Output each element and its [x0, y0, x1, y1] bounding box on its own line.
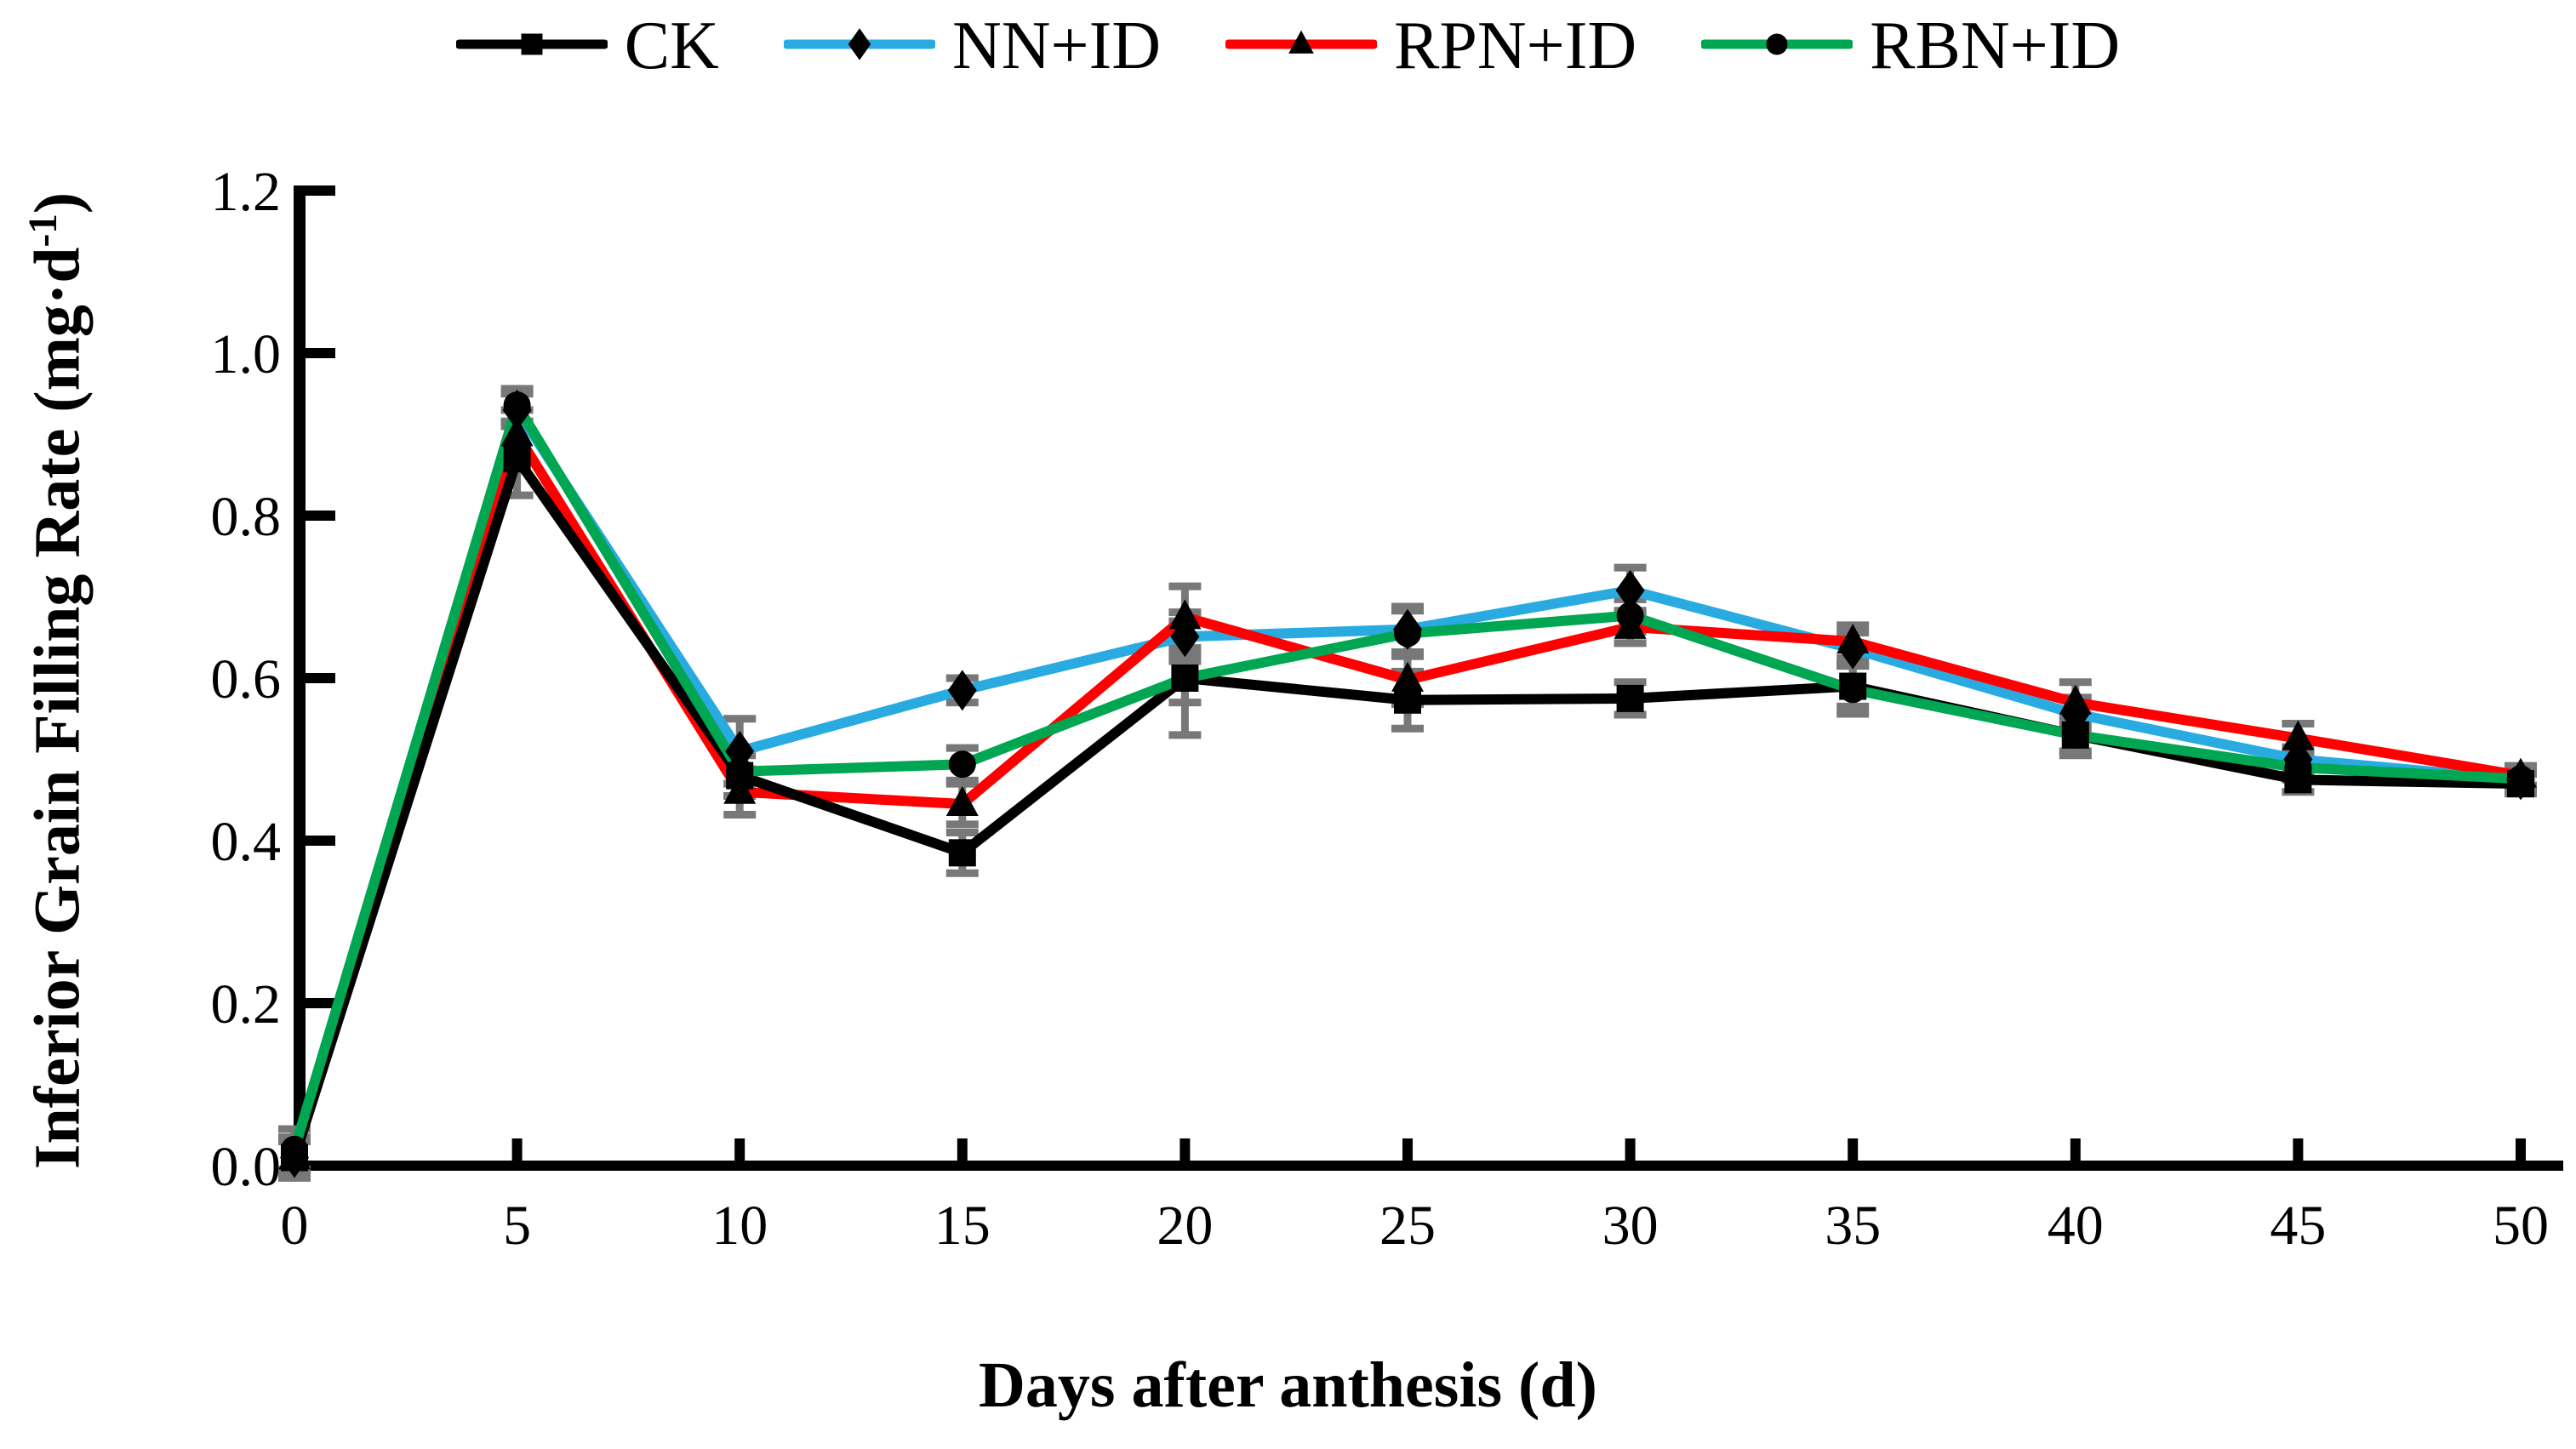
data-point-marker	[948, 750, 976, 779]
data-point-marker	[848, 27, 871, 60]
y-tick-label: 1.0	[211, 323, 282, 385]
data-point-marker	[1171, 665, 1199, 692]
data-point-marker	[945, 786, 979, 817]
x-tick-label: 40	[2048, 1195, 2104, 1257]
series-line-RBN+ID	[289, 400, 2526, 1155]
rbn-id-line-circle-icon	[1699, 17, 1854, 76]
legend-label-rbn-id: RBN+ID	[1870, 9, 2121, 83]
legend-icon-svg	[454, 33, 609, 54]
y-tick-label: 0.0	[211, 1136, 282, 1198]
legend-item-rbn-id: RBN+ID	[1699, 9, 2121, 83]
x-tick-label: 35	[1825, 1195, 1881, 1257]
legend-icon-svg	[1699, 33, 1854, 54]
y-tick-label: 0.4	[211, 811, 282, 873]
x-tick-label: 50	[2493, 1195, 2549, 1257]
ck-line-square-icon	[454, 17, 609, 76]
data-point-marker	[1766, 33, 1788, 54]
x-tick-label: 5	[503, 1195, 531, 1257]
data-point-marker	[947, 670, 977, 711]
data-point-marker	[1288, 30, 1314, 54]
y-tick-label: 0.8	[211, 486, 282, 548]
chart-legend: CK NN+ID RPN+ID RBN+ID	[0, 12, 2576, 80]
y-tick-label: 0.6	[211, 648, 282, 710]
legend-item-rpn-id: RPN+ID	[1224, 9, 1637, 83]
data-point-marker	[1168, 599, 1202, 630]
data-point-marker	[1391, 661, 1424, 692]
y-tick-label: 0.2	[211, 973, 282, 1035]
x-tick-label: 10	[711, 1195, 768, 1257]
data-point-marker	[1615, 569, 1645, 611]
legend-label-ck: CK	[624, 9, 719, 83]
nn-id-line-diamond-icon	[782, 17, 937, 76]
data-point-marker	[948, 839, 976, 867]
series-line-CK	[289, 454, 2526, 1163]
data-point-marker	[281, 1135, 308, 1163]
data-point-marker	[2282, 720, 2315, 750]
data-point-marker	[521, 33, 543, 54]
data-point-marker	[2059, 684, 2092, 715]
legend-label-rpn-id: RPN+ID	[1394, 9, 1637, 83]
x-tick-label: 45	[2270, 1195, 2326, 1257]
data-point-marker	[503, 445, 531, 473]
series-line-RPN+ID	[289, 429, 2526, 1163]
data-point-marker	[1836, 624, 1870, 654]
x-tick-label: 30	[1602, 1195, 1659, 1257]
data-point-marker	[1394, 619, 1421, 647]
x-axis-title: Days after anthesis (d)	[979, 1349, 1597, 1421]
legend-label-nn-id: NN+ID	[951, 9, 1162, 83]
series-line-NN+ID	[289, 404, 2526, 1163]
legend-item-ck: CK	[454, 9, 719, 83]
data-point-marker	[726, 757, 754, 785]
data-point-marker	[2284, 754, 2312, 782]
data-point-marker	[2061, 721, 2089, 749]
x-tick-label: 25	[1379, 1195, 1436, 1257]
x-tick-label: 15	[934, 1195, 991, 1257]
data-point-marker	[1616, 684, 1644, 712]
legend-icon-svg	[782, 27, 937, 60]
x-tick-label: 20	[1157, 1195, 1213, 1257]
x-tick-label: 0	[281, 1195, 309, 1257]
data-point-marker	[1616, 602, 1644, 630]
legend-item-nn-id: NN+ID	[782, 9, 1162, 83]
data-point-marker	[1839, 676, 1867, 704]
legend-icon-svg	[1224, 30, 1379, 54]
data-point-marker	[2507, 765, 2534, 793]
rpn-id-line-triangle-icon	[1224, 17, 1379, 76]
y-tick-label: 1.2	[211, 161, 282, 223]
data-point-marker	[503, 391, 531, 419]
data-point-marker	[1394, 686, 1421, 714]
data-point-marker	[500, 416, 534, 447]
